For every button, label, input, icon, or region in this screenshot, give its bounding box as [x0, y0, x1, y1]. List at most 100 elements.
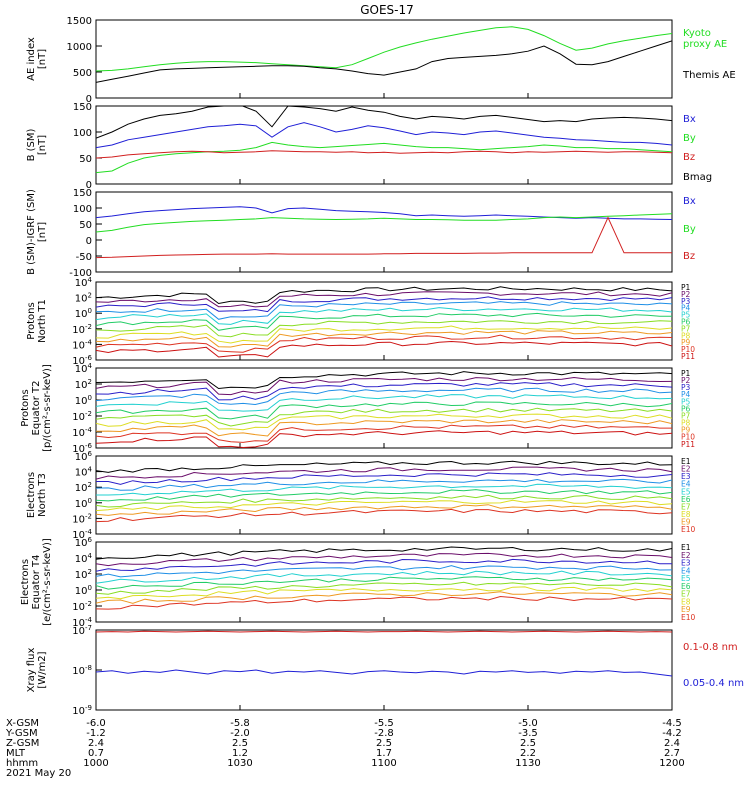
x-tick-label: 2.5 [232, 738, 248, 749]
channel-line [96, 387, 672, 406]
channel-line [96, 576, 672, 590]
y-axis-label: [W/m2] [37, 651, 48, 688]
channel-line [96, 472, 672, 485]
channel-line [96, 552, 672, 567]
legend-label: P8 [681, 331, 691, 340]
legend-label: P4 [681, 304, 691, 313]
legend-label: By [683, 133, 696, 144]
legend-label: E9 [681, 518, 691, 527]
y-axis-label: [nT] [37, 49, 48, 69]
series-line [96, 122, 672, 149]
channel-line [96, 320, 672, 338]
x-tick-label: 2.7 [664, 748, 680, 759]
x-axis-row-label: Z-GSM [6, 738, 39, 749]
legend-label: P2 [681, 376, 691, 385]
y-tick-label: 100 [75, 307, 92, 320]
panel-frame [95, 191, 673, 273]
legend-label: P6 [681, 404, 691, 413]
x-tick-label: -2.8 [374, 728, 394, 739]
legend-label: E2 [681, 551, 691, 560]
channel-line [96, 424, 672, 443]
y-tick-label: 10-2 [72, 410, 92, 423]
y-tick-label: 10-2 [72, 600, 92, 613]
channel-line [96, 312, 672, 331]
panel-frame [95, 541, 673, 623]
x-tick-label: 1030 [227, 758, 252, 769]
x-tick-label: 1200 [659, 758, 684, 769]
y-tick-label: 104 [75, 466, 93, 479]
series-line [96, 141, 672, 174]
legend-label: E10 [681, 613, 696, 622]
channel-line [96, 413, 672, 431]
legend-label: E5 [681, 487, 691, 496]
legend-label: E9 [681, 605, 691, 614]
y-tick-label: -50 [76, 252, 92, 263]
series-line [96, 216, 672, 259]
x-tick-label: -3.5 [518, 728, 538, 739]
legend-label: Themis AE [682, 70, 736, 81]
channel-line [96, 460, 672, 473]
panel-frame [95, 367, 673, 449]
channel-line [96, 340, 672, 358]
legend-label: P10 [681, 345, 695, 354]
legend-label: E5 [681, 574, 691, 583]
legend-label: E6 [681, 495, 691, 504]
panel-5: Protons Equator T2 [p/(cm²-s-sr-keV)] 104 10… [20, 362, 695, 455]
y-tick-label: 100 [73, 204, 92, 215]
y-axis-label: Xray flux [26, 648, 37, 693]
y-axis-label: Electrons [20, 559, 31, 605]
y-tick-label: 10-4 [72, 338, 92, 351]
y-tick-label: 10-4 [72, 426, 92, 439]
series-line [96, 150, 672, 159]
channel-line [96, 494, 672, 508]
y-axis-label: Protons [26, 302, 37, 339]
y-tick-label: 10-9 [72, 704, 92, 717]
y-axis-label: B (SM)-IGRF (SM) [26, 189, 37, 275]
y-tick-label: 104 [75, 362, 93, 375]
legend-label: E6 [681, 582, 691, 591]
channel-line [96, 466, 672, 480]
channel-line [96, 307, 672, 325]
y-tick-label: 10-4 [72, 528, 92, 541]
y-axis-label: Protons [20, 389, 31, 426]
y-tick-label: 100 [75, 584, 92, 597]
legend-label: Bx [683, 114, 696, 125]
y-tick-label: 10-2 [72, 512, 92, 525]
legend-label: P4 [681, 390, 691, 399]
x-tick-label: 1.7 [376, 748, 392, 759]
y-axis-label: [nT] [37, 135, 48, 155]
y-tick-label: 10-6 [72, 354, 92, 367]
x-axis-row-label: X-GSM [6, 718, 39, 729]
legend-label: P11 [681, 440, 695, 449]
y-tick-label: 0 [86, 94, 92, 105]
series-line [96, 669, 672, 677]
series-line [96, 106, 672, 139]
channel-line [96, 286, 672, 305]
legend-label: Bx [683, 196, 696, 207]
legend-label: P3 [681, 297, 691, 306]
y-tick-label: 1500 [67, 16, 92, 27]
y-axis-label: B (SM) [26, 128, 37, 161]
panel-3: B (SM)-IGRF (SM) [nT] -100 -50 0 50 100 150 Bx By… [26, 188, 696, 279]
legend-label: E3 [681, 559, 691, 568]
legend-label: P6 [681, 318, 691, 327]
y-tick-label: 50 [79, 154, 92, 165]
x-tick-label: 1000 [83, 758, 108, 769]
y-tick-label: 102 [75, 378, 92, 391]
series-line [96, 26, 672, 72]
y-tick-label: 500 [73, 68, 92, 79]
y-tick-label: 102 [75, 568, 92, 581]
legend-label: By [683, 224, 696, 235]
legend-label: P1 [681, 283, 691, 292]
x-tick-label: -5.8 [230, 718, 250, 729]
legend-label: E1 [681, 457, 691, 466]
channel-line [96, 499, 672, 512]
legend-label: E1 [681, 543, 691, 552]
x-axis-row-label: MLT [6, 748, 26, 759]
legend-label: Bz [683, 152, 695, 163]
y-tick-label: 10-8 [72, 664, 92, 677]
legend-label: P9 [681, 426, 691, 435]
x-tick-label: 0.7 [88, 748, 104, 759]
channel-line [96, 301, 672, 320]
